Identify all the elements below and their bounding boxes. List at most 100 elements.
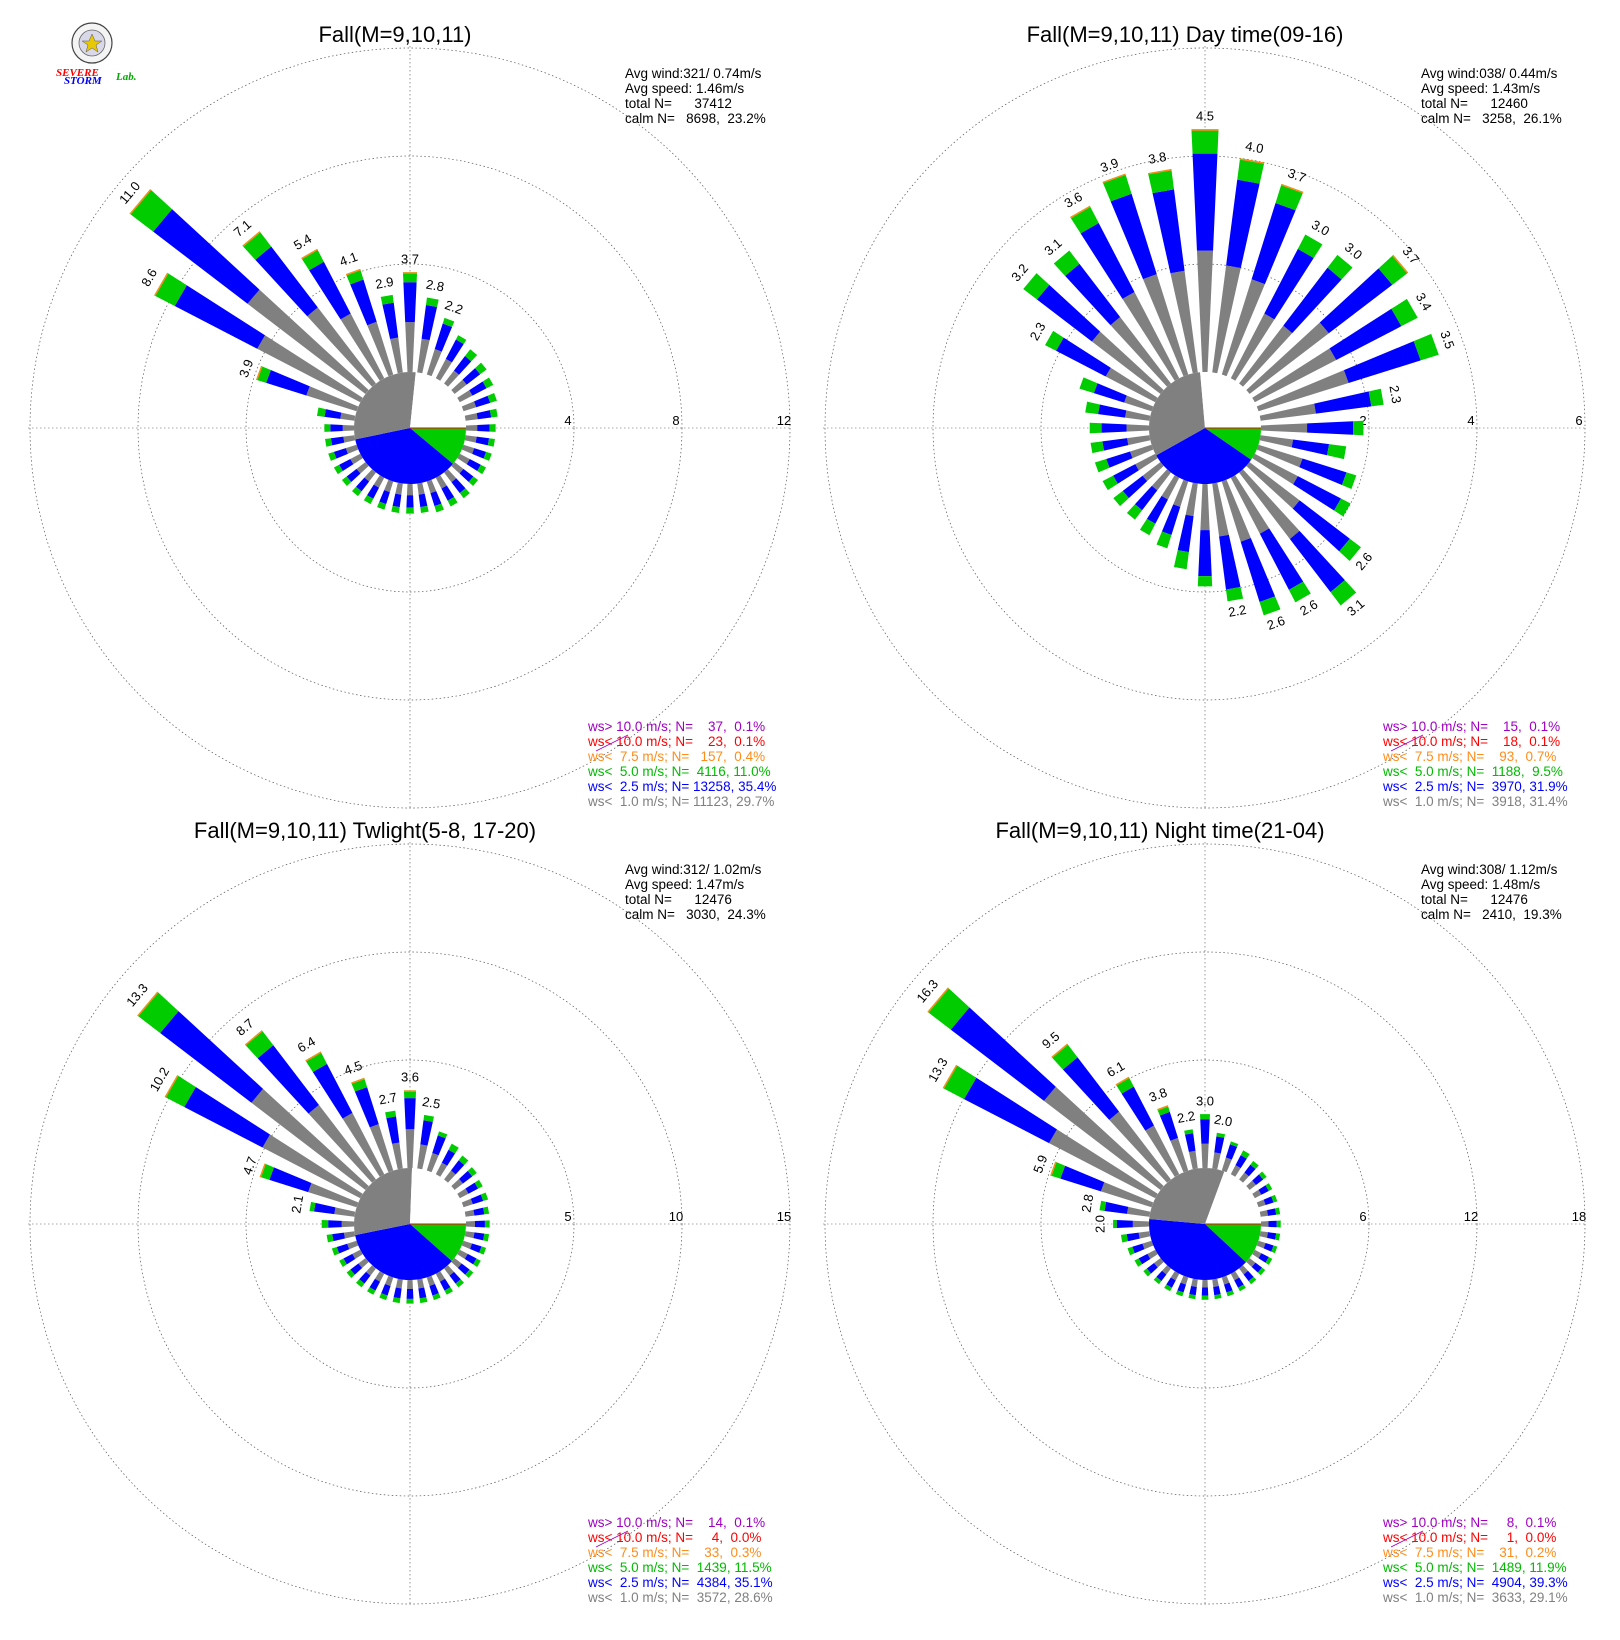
ring-label: 18	[1572, 1209, 1586, 1224]
bar-segment-lt1	[306, 386, 359, 412]
bar-dir-20: 2.2	[426, 297, 465, 377]
bar-segment-lt2_5	[476, 410, 492, 420]
stats-line: Avg speed: 1.47m/s	[625, 877, 744, 892]
bar-segment-lt5	[1175, 1290, 1184, 1297]
bar-segment-lt1	[461, 1198, 473, 1208]
legend-entry: ws< 7.5 m/s; N= 157, 0.4%	[587, 749, 765, 764]
bar-segment-lt2_5	[1138, 1253, 1151, 1265]
bar-segment-lt1	[1191, 1278, 1198, 1287]
bar-segment-lt5	[325, 438, 333, 447]
bar-segment-lt1	[1246, 322, 1329, 394]
chart-title: Fall(M=9,10,11)	[318, 22, 471, 47]
bar-segment-lt5	[321, 1219, 329, 1229]
legend-entry: ws< 7.5 m/s; N= 31, 0.2%	[1382, 1545, 1556, 1560]
bar-dir-100	[1259, 1231, 1281, 1241]
bar-segment-lt1	[1173, 479, 1189, 507]
bar-segment-lt5	[447, 497, 458, 507]
legend-strike	[595, 1530, 629, 1548]
bar-segment-lt2_5	[1146, 1262, 1158, 1274]
bar-dir-230	[341, 462, 369, 487]
bar-segment-lt5	[1139, 518, 1156, 536]
bar-dir-90	[465, 1220, 490, 1228]
ring-1	[245, 263, 575, 593]
bar-segment-lt2_5	[1251, 1262, 1263, 1273]
bar-label: 6.1	[1104, 1058, 1127, 1080]
bar-segment-lt5	[1271, 1194, 1278, 1203]
bar-dir-40	[444, 1155, 469, 1183]
bar-segment-lt1	[1252, 348, 1337, 403]
bar-segment-lt2_5	[1121, 1086, 1154, 1131]
bar-segment-lt5	[1164, 1284, 1172, 1292]
bar-segment-lt1	[461, 401, 477, 412]
bar-dir-80	[464, 1206, 490, 1217]
bar-segment-lt2_5	[1110, 193, 1157, 280]
bar-dir-230	[1143, 1258, 1164, 1277]
stats-line: total N= 37412	[625, 96, 732, 111]
bar-dir-350: 3.8	[1147, 149, 1198, 374]
bar-segment-lt5	[432, 1293, 441, 1301]
bar-segment-lt1	[308, 1104, 376, 1183]
bar-segment-lt2_5	[418, 1287, 427, 1299]
windrose-panel-4: 6 12 18 3.0 2.0 2.0 2.8 5.9 13.316.39.5 6.1 3.8 2.2…	[823, 818, 1587, 1606]
bar-segment-lt5	[482, 377, 494, 389]
bar-segment-lt1	[347, 1240, 359, 1250]
bar-segment-lt2_5	[1234, 1277, 1244, 1288]
bar-dir-180	[1201, 1279, 1209, 1300]
bar-dir-40	[444, 349, 478, 387]
bar-dir-220	[356, 1265, 376, 1288]
bar-segment-lt2_5	[1226, 179, 1260, 268]
bar-segment-lt5	[467, 1167, 477, 1177]
bar-segment-lt2_5	[359, 1271, 371, 1284]
bar-segment-lt5	[326, 1234, 334, 1243]
bar-segment-lt2_5	[1098, 404, 1127, 418]
bar-segment-lt5	[437, 1131, 448, 1139]
bar-dir-80	[1259, 1207, 1281, 1217]
stats-line: calm N= 3030, 24.3%	[625, 907, 766, 922]
bar-segment-lt2_5	[1307, 421, 1354, 435]
bar-dir-70	[461, 1192, 489, 1208]
bar-segment-lt5	[1070, 205, 1099, 234]
bar-segment-lt5	[483, 1206, 490, 1215]
bar-segment-lt1	[262, 1134, 363, 1199]
bar-segment-lt5	[1368, 388, 1384, 407]
bar-segment-lt1	[435, 475, 447, 489]
bar-dir-240	[1102, 453, 1158, 491]
bar-dir-210	[1164, 1271, 1180, 1292]
bar-label: 3.8	[1147, 149, 1167, 167]
bar-segment-lt5	[377, 501, 387, 510]
legend-entry: ws< 2.5 m/s; N= 4384, 35.1%	[587, 1575, 773, 1590]
bar-segment-lt1	[374, 1271, 385, 1282]
bar-segment-lt5	[1089, 422, 1102, 434]
ring-label: 4	[564, 413, 571, 428]
bar-segment-lt1	[364, 469, 376, 482]
bar-segment-lt2_5	[1235, 1155, 1247, 1169]
bar-label: 5.9	[1030, 1153, 1050, 1175]
bar-segment-lt1	[1196, 250, 1214, 373]
bar-segment-lt5	[1090, 441, 1104, 454]
bar-segment-lt5	[475, 362, 487, 375]
bar-segment-lt2_5	[432, 1135, 446, 1156]
bar-dir-130	[451, 1258, 474, 1278]
legend-entry: ws< 7.5 m/s; N= 93, 0.7%	[1382, 749, 1556, 764]
bar-dir-170: 2.2	[1212, 482, 1247, 620]
bar-segment-lt5	[1391, 298, 1418, 327]
ring-label: 4	[1467, 413, 1474, 428]
bar-dir-50	[451, 362, 487, 394]
bar-dir-120	[457, 453, 487, 475]
bar-segment-lt2_5	[1263, 1196, 1274, 1206]
windrose-panel-2: 2 4 6 4.5 4.0 3.7 3.0 3.0 3.7 3.43.5 2.3 2.6 3.1 2.6 2…	[823, 22, 1587, 810]
legend-entry: ws< 10.0 m/s; N= 1, 0.0%	[1382, 1530, 1556, 1545]
bar-segment-lt1	[257, 335, 363, 403]
pie-slice-lt5	[1205, 428, 1261, 460]
stats-line: total N= 12476	[625, 892, 732, 907]
bar-segment-lt2_5	[477, 424, 490, 432]
chart-title: Fall(M=9,10,11) Day time(09-16)	[1027, 22, 1344, 47]
bar-segment-lt2_5	[404, 1098, 416, 1130]
bar-segment-lt1	[1127, 435, 1151, 446]
bar-segment-lt7_5	[301, 248, 318, 260]
bar-segment-lt7_5	[242, 231, 261, 247]
bar-dir-110	[461, 1240, 487, 1255]
bar-label: 2.3	[1027, 320, 1049, 343]
bar-segment-lt1	[395, 1278, 403, 1289]
bar-segment-lt2_5	[1062, 1057, 1120, 1120]
